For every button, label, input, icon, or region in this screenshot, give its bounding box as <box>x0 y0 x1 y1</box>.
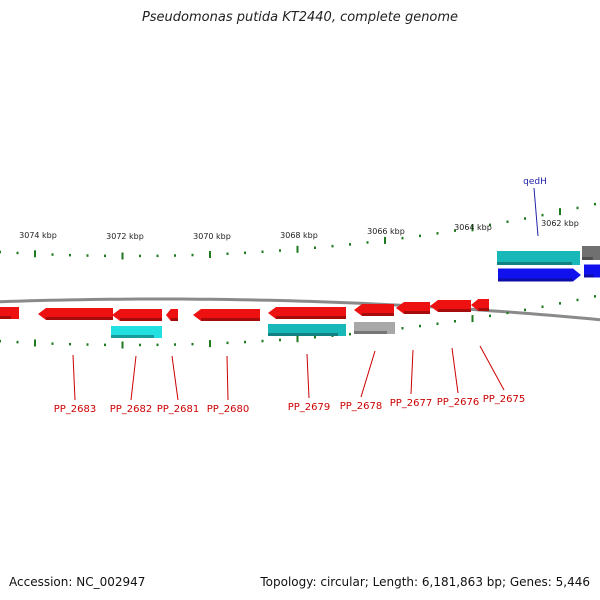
feature-bar[interactable] <box>582 246 600 260</box>
gene-label-leader <box>360 350 376 398</box>
scale-label: 3074 kbp <box>19 231 57 240</box>
feature-bar[interactable] <box>111 326 162 338</box>
gene-arrow[interactable] <box>396 302 430 314</box>
scale-label: 3066 kbp <box>367 227 405 236</box>
gene-arrow-shadow <box>478 308 489 311</box>
gene-arrow[interactable] <box>166 309 178 321</box>
gene-arrow[interactable] <box>193 309 260 321</box>
scale-label: 3064 kbp <box>454 223 492 232</box>
gene-arrow[interactable] <box>0 307 19 319</box>
gene-label[interactable]: PP_2680 <box>207 404 250 415</box>
gene-arrow[interactable] <box>38 308 113 320</box>
gene-arrow-shadow <box>120 318 162 321</box>
gene-label-leader <box>306 353 310 399</box>
gene-label-leader <box>72 354 76 401</box>
gene-label[interactable]: PP_2682 <box>110 404 153 415</box>
gene-arrow-shadow <box>276 316 346 319</box>
gene-arrow[interactable] <box>112 309 162 321</box>
gene-arrow[interactable] <box>268 307 346 319</box>
gene-arrow-shadow <box>362 313 394 316</box>
gene-label-qedH[interactable]: qedH <box>523 177 547 187</box>
gene-label-leader <box>130 355 137 401</box>
gene-arrow-shadow <box>404 311 430 314</box>
gene-arrow[interactable] <box>584 264 600 278</box>
feature-bar-shadow <box>354 331 387 334</box>
gene-label[interactable]: PP_2683 <box>54 404 97 415</box>
gene-arrow-shadow <box>201 318 260 321</box>
gene-label[interactable]: PP_2675 <box>483 394 526 405</box>
gene-label[interactable]: PP_2679 <box>288 402 331 413</box>
gene-arrow-body[interactable] <box>498 268 581 282</box>
accession-text: Accession: NC_002947 <box>9 575 146 589</box>
genome-info-text: Topology: circular; Length: 6,181,863 bp… <box>260 575 590 589</box>
scale-label: 3070 kbp <box>193 232 231 241</box>
gene-arrow-shadow <box>170 318 178 321</box>
feature-bar-shadow <box>111 335 154 338</box>
gene-label[interactable]: PP_2681 <box>157 404 200 415</box>
gene-arrow-shadow <box>584 274 594 278</box>
gene-arrow[interactable] <box>354 304 394 316</box>
feature-bar-shadow <box>582 257 593 260</box>
gene-arrow-shadow <box>498 278 573 282</box>
feature-bar-body[interactable] <box>497 251 580 265</box>
gene-arrow[interactable] <box>471 299 489 311</box>
gene-arrow[interactable] <box>498 268 581 282</box>
gene-label-leader <box>533 187 539 237</box>
feature-bar-shadow <box>497 262 572 265</box>
gene-label[interactable]: PP_2676 <box>437 397 480 408</box>
gene-label-leader <box>226 355 229 401</box>
feature-bar[interactable] <box>354 322 395 334</box>
gene-arrow[interactable] <box>430 300 471 312</box>
gene-arrow-body[interactable] <box>584 264 600 278</box>
scale-label: 3072 kbp <box>106 232 144 241</box>
genome-title: Pseudomonas putida KT2440, complete geno… <box>141 10 459 25</box>
feature-bar[interactable] <box>497 251 580 265</box>
feature-bar[interactable] <box>268 324 346 336</box>
gene-label-leader <box>451 347 459 394</box>
gene-arrow-shadow <box>438 309 471 312</box>
gene-arrow-shadow <box>0 316 11 319</box>
genome-backbone <box>0 297 600 322</box>
feature-bar-shadow <box>268 333 338 336</box>
gene-label[interactable]: PP_2678 <box>340 401 383 412</box>
gene-arrow-shadow <box>46 317 113 320</box>
scale-label: 3062 kbp <box>541 219 579 228</box>
scale-label: 3068 kbp <box>280 231 318 240</box>
gene-label-leader <box>171 355 179 401</box>
feature-bar-body[interactable] <box>582 246 600 260</box>
gene-label[interactable]: PP_2677 <box>390 398 433 409</box>
gene-label-leader <box>479 345 505 391</box>
gene-label-leader <box>410 349 414 395</box>
